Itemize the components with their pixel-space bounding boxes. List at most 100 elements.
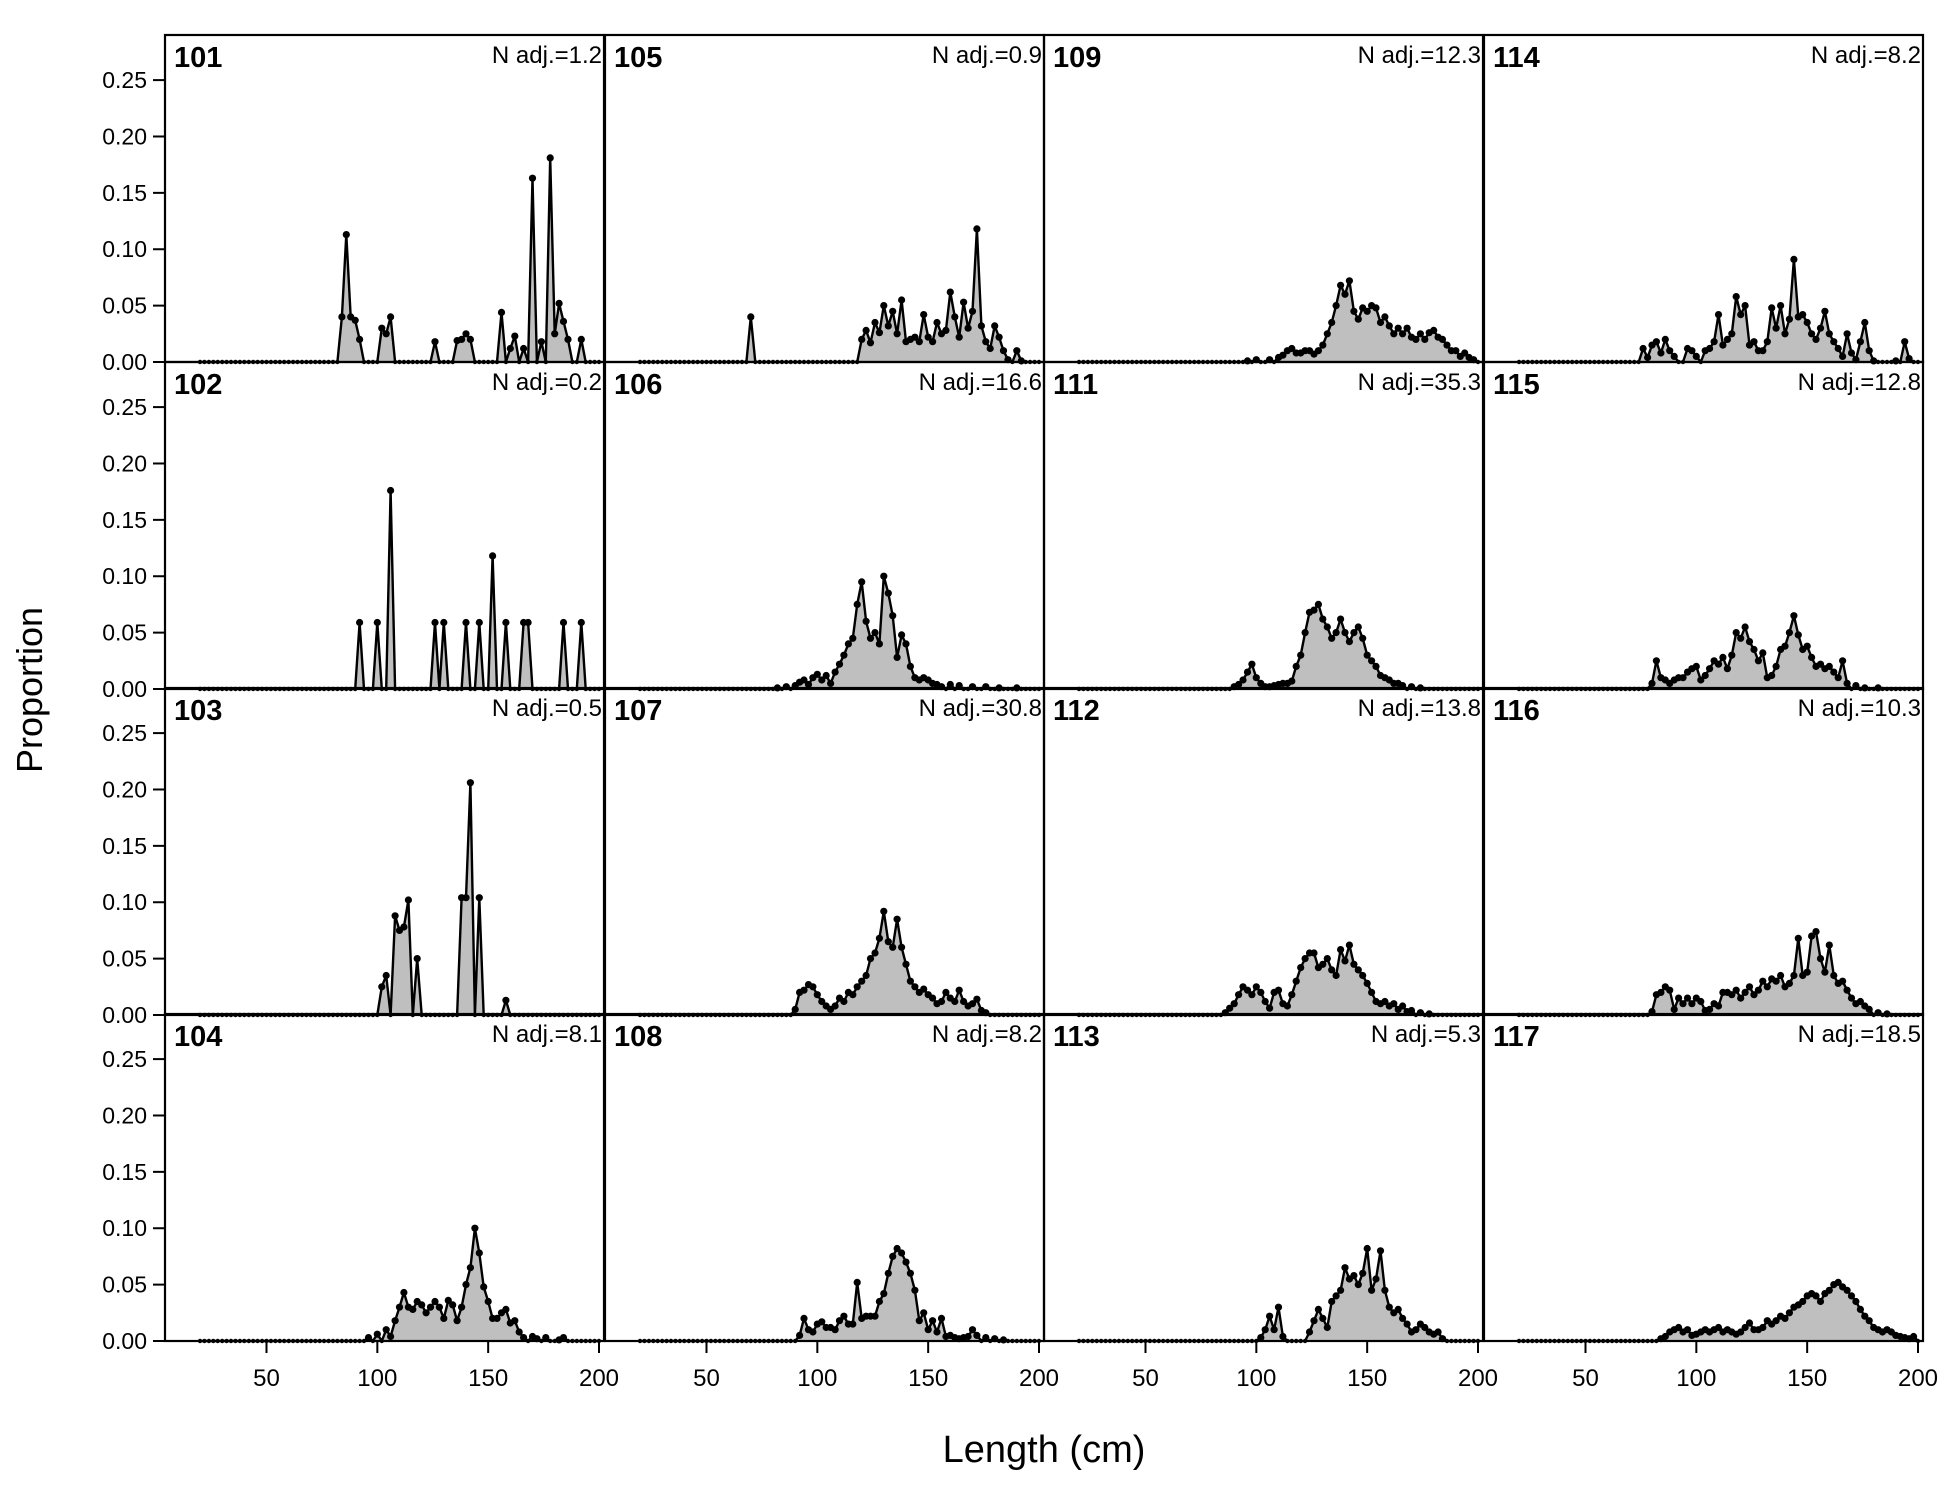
panel-112-point xyxy=(1354,966,1362,974)
panel-112-point xyxy=(1341,957,1349,965)
panel-111: 111 N adj.=35.3 xyxy=(1042,360,1485,692)
x-tick-label: 100 xyxy=(1236,1365,1276,1392)
x-tick-label: 100 xyxy=(357,1365,397,1392)
panel-104-point xyxy=(409,1305,417,1313)
panel-107-frame xyxy=(603,686,1046,1017)
panel-113-point xyxy=(1310,1317,1318,1325)
panel-112-point xyxy=(1297,964,1305,972)
panel-106-point xyxy=(835,660,844,668)
panel-101-frame xyxy=(163,33,606,364)
x-tick-label: 200 xyxy=(1458,1365,1498,1392)
y-tick-label: 0.20 xyxy=(102,123,147,149)
panel-114-point xyxy=(1839,352,1847,360)
x-tick-label: 100 xyxy=(1676,1365,1716,1392)
panel-101-point xyxy=(356,335,364,343)
panel-108-area xyxy=(640,1248,1039,1341)
panel-113-point xyxy=(1332,1292,1340,1300)
panel-112-point xyxy=(1381,997,1389,1006)
panel-117-point xyxy=(1661,1332,1669,1341)
panel-101-point xyxy=(577,335,585,343)
panel-112-point xyxy=(1283,1002,1291,1010)
panel-115-point xyxy=(1728,651,1736,659)
panel-113-point xyxy=(1368,1286,1376,1294)
panel-107-point xyxy=(902,960,910,968)
panel-105-point xyxy=(964,324,972,332)
panel-117-point xyxy=(1714,1323,1723,1332)
panel-116: 116 N adj.=10.3 xyxy=(1482,686,1925,1018)
y-tick-label: 0.25 xyxy=(102,1046,147,1072)
panel-104-point xyxy=(502,1305,510,1313)
panel-112-point xyxy=(1328,966,1336,974)
panel-104-point xyxy=(453,1317,461,1325)
panel-116-point xyxy=(1750,991,1758,999)
panel-114-point xyxy=(1843,330,1851,338)
panel-106-point xyxy=(902,640,910,648)
panel-106-point xyxy=(840,651,848,659)
panel-114-point xyxy=(1856,338,1864,346)
panel-108-point xyxy=(831,1326,839,1334)
panel-104-point xyxy=(471,1224,479,1232)
panel-109-point xyxy=(1328,318,1336,327)
panel-104-point xyxy=(440,1314,448,1322)
panel-103-point xyxy=(391,912,399,920)
panel-111-point xyxy=(1243,668,1252,676)
panel-116-point xyxy=(1714,1002,1723,1010)
y-tick-label: 0.00 xyxy=(102,676,147,702)
panel-114-point xyxy=(1799,311,1807,319)
panel-116-point xyxy=(1865,1005,1873,1014)
panel-104-point xyxy=(542,1334,550,1342)
panel-107-point xyxy=(809,983,817,991)
panel-103-point xyxy=(400,923,408,931)
panel-104-point xyxy=(391,1317,399,1325)
y-axis-row-3: 0.00 0.05 0.10 0.15 0.20 0.25 xyxy=(102,688,166,1028)
panel-105-point xyxy=(880,302,888,310)
panel-116-area xyxy=(1519,931,1918,1015)
panel-117-point xyxy=(1847,1292,1856,1300)
panel-115-point xyxy=(1825,662,1833,671)
panel-115-frame xyxy=(1482,360,1925,691)
panel-107-point xyxy=(911,983,919,991)
panel-108-point xyxy=(871,1312,879,1320)
panel-101-point xyxy=(564,335,572,343)
panel-101-area xyxy=(200,157,599,362)
panel-109: 109 N adj.=12.3 xyxy=(1042,33,1485,365)
panel-112-frame xyxy=(1042,686,1485,1017)
panel-117-point xyxy=(1683,1326,1692,1334)
panel-108-point xyxy=(889,1252,897,1260)
panel-106-area xyxy=(640,576,1039,689)
panel-113-point xyxy=(1274,1303,1283,1311)
panel-107-point xyxy=(871,949,879,957)
panel-107-point xyxy=(849,991,857,999)
panel-114-point xyxy=(1825,330,1833,338)
panel-102-point xyxy=(431,618,439,627)
panel-107-point xyxy=(920,985,928,993)
panel-112-area xyxy=(1079,945,1478,1015)
panel-114-point xyxy=(1710,338,1718,346)
x-tick-label: 200 xyxy=(579,1365,619,1392)
panel-106-point xyxy=(884,589,892,597)
panel-117-point xyxy=(1865,1317,1873,1325)
panel-115-point xyxy=(1714,660,1723,668)
panel-114-point xyxy=(1741,302,1749,310)
panel-106-point xyxy=(800,676,808,684)
panel-113-point xyxy=(1279,1332,1287,1341)
panel-104-n-adj: N adj.=8.1 xyxy=(492,1021,602,1048)
panel-116-point xyxy=(1745,983,1754,991)
panel-116-point xyxy=(1803,968,1811,976)
y-tick-label: 0.20 xyxy=(102,1102,147,1128)
panel-111-point xyxy=(1292,662,1300,671)
panel-111-point xyxy=(1359,634,1367,642)
panel-111-point xyxy=(1350,629,1358,637)
panel-115-point xyxy=(1768,671,1776,680)
panel-114-point xyxy=(1790,255,1798,263)
panel-114-point xyxy=(1781,330,1789,338)
panel-113-point xyxy=(1257,1334,1265,1342)
panel-108-point xyxy=(800,1314,808,1322)
panel-105-point xyxy=(977,322,986,330)
panel-113-point xyxy=(1261,1326,1269,1334)
panel-102-point xyxy=(524,618,532,627)
panel-106-point xyxy=(893,653,901,662)
panel-115-point xyxy=(1816,660,1825,668)
panel-101-point xyxy=(546,154,554,162)
panel-116-point xyxy=(1675,994,1683,1002)
